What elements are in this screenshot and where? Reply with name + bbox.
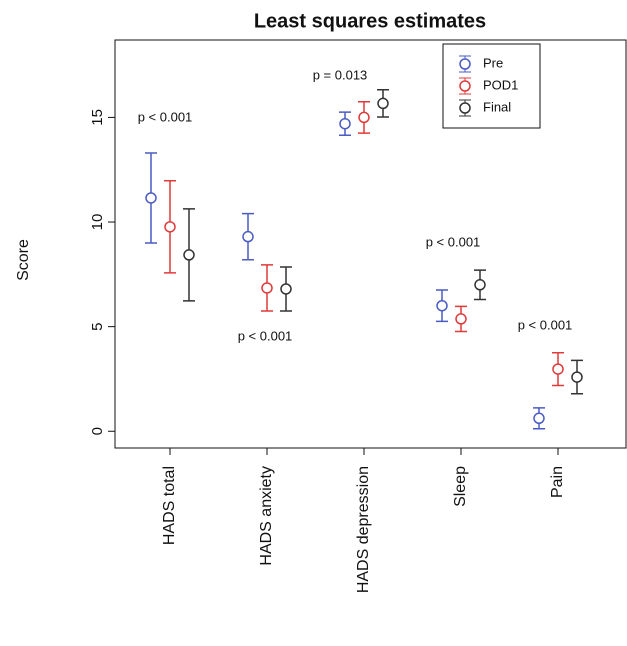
x-tick-label: HADS depression bbox=[355, 466, 372, 593]
y-tick-label: 0 bbox=[89, 427, 106, 435]
y-axis-label: Score bbox=[15, 239, 32, 281]
point bbox=[145, 192, 157, 204]
point bbox=[552, 363, 564, 375]
legend-marker bbox=[459, 102, 471, 114]
y-tick-label: 15 bbox=[89, 109, 106, 126]
y-tick-label: 10 bbox=[89, 214, 106, 231]
legend-box bbox=[442, 43, 541, 129]
legend-label: POD1 bbox=[483, 77, 518, 92]
point bbox=[164, 221, 176, 233]
point bbox=[436, 299, 448, 312]
annotation: p < 0.001 bbox=[238, 328, 293, 343]
x-tick-label: HADS anxiety bbox=[258, 466, 275, 566]
point bbox=[339, 117, 351, 130]
legend-label: Final bbox=[483, 99, 511, 114]
annotation: p < 0.001 bbox=[426, 234, 481, 249]
annotation: p = 0.013 bbox=[313, 67, 368, 82]
point bbox=[474, 279, 486, 291]
point bbox=[242, 230, 254, 243]
point bbox=[358, 111, 370, 124]
legend-marker bbox=[459, 58, 471, 70]
chart-title: Least squares estimates bbox=[254, 10, 486, 32]
point bbox=[183, 249, 195, 261]
legend-label: Pre bbox=[483, 55, 503, 70]
annotation: p < 0.001 bbox=[518, 317, 573, 332]
point bbox=[377, 97, 389, 110]
y-tick-label: 5 bbox=[89, 322, 106, 330]
x-tick-label: HADS total bbox=[161, 466, 178, 545]
point bbox=[280, 283, 292, 295]
point bbox=[571, 371, 583, 383]
x-tick-label: Sleep bbox=[452, 466, 469, 507]
legend-marker bbox=[459, 80, 471, 92]
x-tick-label: Pain bbox=[549, 466, 566, 498]
point bbox=[261, 282, 273, 294]
point bbox=[455, 313, 467, 325]
plot-frame bbox=[114, 39, 627, 449]
point bbox=[533, 412, 545, 425]
annotation: p < 0.001 bbox=[138, 109, 193, 124]
